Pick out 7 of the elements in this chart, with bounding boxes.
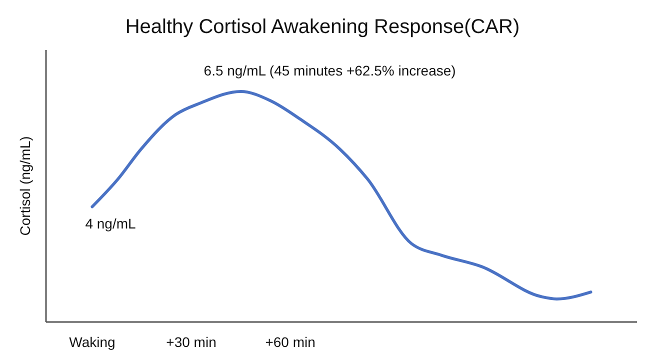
x-tick-label: +30 min bbox=[166, 334, 216, 350]
x-tick-label: +60 min bbox=[265, 334, 316, 350]
annotation: 6.5 ng/mL (45 minutes +62.5% increase) bbox=[204, 62, 456, 78]
x-tick-label: Waking bbox=[69, 334, 116, 350]
y-axis-title: Cortisol (ng/mL) bbox=[17, 136, 33, 236]
chart-title: Healthy Cortisol Awakening Response(CAR) bbox=[125, 16, 520, 38]
annotation: 4 ng/mL bbox=[85, 216, 136, 232]
